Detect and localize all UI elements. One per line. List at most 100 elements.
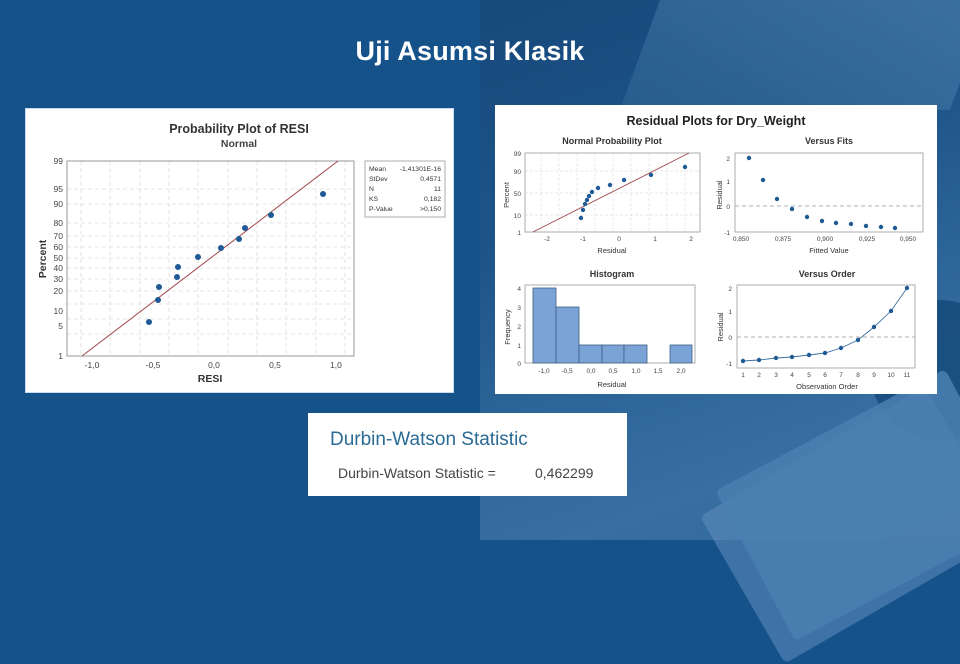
svg-text:-0,5: -0,5 xyxy=(561,368,573,375)
svg-text:99: 99 xyxy=(54,156,64,166)
svg-text:9: 9 xyxy=(872,372,876,379)
svg-text:60: 60 xyxy=(54,242,64,252)
svg-text:Versus Order: Versus Order xyxy=(799,269,856,279)
stats-values: -1,41301E-16 0,4571 11 0,182 >0,150 xyxy=(400,166,441,213)
svg-text:1: 1 xyxy=(726,179,730,186)
svg-text:7: 7 xyxy=(839,372,843,379)
durbin-watson-title: Durbin-Watson Statistic xyxy=(330,429,528,450)
svg-text:2: 2 xyxy=(728,286,732,293)
svg-text:P-Value: P-Value xyxy=(369,206,393,213)
svg-text:1: 1 xyxy=(741,372,745,379)
svg-text:Residual: Residual xyxy=(597,380,627,389)
svg-text:Residual: Residual xyxy=(715,180,724,210)
svg-text:30: 30 xyxy=(54,274,64,284)
durbin-watson-value: 0,462299 xyxy=(535,465,594,481)
x-axis-label: RESI xyxy=(198,373,223,385)
svg-text:2: 2 xyxy=(689,236,693,243)
residual-plots-panel: Residual Plots for Dry_Weight Normal Pro… xyxy=(495,105,937,394)
svg-text:99: 99 xyxy=(514,151,522,158)
svg-text:5: 5 xyxy=(807,372,811,379)
svg-text:8: 8 xyxy=(856,372,860,379)
svg-text:70: 70 xyxy=(54,231,64,241)
stats-labels: Mean StDev N KS P-Value xyxy=(369,166,393,213)
svg-text:2,0: 2,0 xyxy=(676,368,685,375)
svg-text:1: 1 xyxy=(58,351,63,361)
svg-text:4: 4 xyxy=(517,286,521,293)
svg-text:11: 11 xyxy=(434,186,441,193)
slide-title: Uji Asumsi Klasik xyxy=(355,36,585,66)
svg-text:1: 1 xyxy=(517,230,521,237)
svg-text:1,0: 1,0 xyxy=(631,368,640,375)
svg-text:0,0: 0,0 xyxy=(586,368,595,375)
probability-plot-panel: Probability Plot of RESI Normal xyxy=(25,108,454,393)
svg-text:80: 80 xyxy=(54,218,64,228)
chart-subtitle: Normal xyxy=(221,138,257,150)
svg-text:20: 20 xyxy=(54,286,64,296)
svg-text:0,925: 0,925 xyxy=(859,236,876,243)
svg-text:50: 50 xyxy=(54,253,64,263)
svg-text:-1: -1 xyxy=(580,236,586,243)
svg-text:-2: -2 xyxy=(544,236,550,243)
svg-text:2: 2 xyxy=(517,324,521,331)
svg-text:0: 0 xyxy=(728,335,732,342)
svg-text:Observation Order: Observation Order xyxy=(796,382,858,391)
svg-text:95: 95 xyxy=(54,184,64,194)
svg-text:10: 10 xyxy=(514,213,522,220)
stats-legend xyxy=(364,160,446,218)
svg-text:3: 3 xyxy=(517,305,521,312)
svg-text:6: 6 xyxy=(823,372,827,379)
x-axis-ticks: -1,0 -0,5 0,0 0,5 1,0 xyxy=(85,360,343,370)
svg-text:>0,150: >0,150 xyxy=(420,206,441,213)
svg-text:Normal Probability Plot: Normal Probability Plot xyxy=(562,136,662,146)
svg-text:Residual: Residual xyxy=(597,246,627,255)
normal-probability-plot: Normal Probability Plot 99 xyxy=(502,136,701,255)
svg-text:0: 0 xyxy=(517,361,521,368)
durbin-watson-panel: Durbin-Watson Statistic Durbin-Watson St… xyxy=(308,413,627,496)
svg-text:Frequency: Frequency xyxy=(503,309,512,345)
svg-text:StDev: StDev xyxy=(369,176,388,183)
svg-text:2: 2 xyxy=(726,156,730,163)
svg-text:0,4571: 0,4571 xyxy=(420,176,441,183)
svg-text:4: 4 xyxy=(790,372,794,379)
chart-title: Probability Plot of RESI xyxy=(169,122,309,136)
svg-text:11: 11 xyxy=(904,372,911,379)
residual-plots-chart: Residual Plots for Dry_Weight Normal Pro… xyxy=(502,114,924,391)
svg-text:0,900: 0,900 xyxy=(817,236,834,243)
svg-text:1: 1 xyxy=(728,309,732,316)
svg-text:KS: KS xyxy=(369,196,379,203)
svg-text:0,0: 0,0 xyxy=(208,360,220,370)
svg-text:-1,0: -1,0 xyxy=(85,360,100,370)
durbin-watson-label: Durbin-Watson Statistic = xyxy=(338,465,496,481)
chart-title: Residual Plots for Dry_Weight xyxy=(627,114,807,128)
svg-text:Histogram: Histogram xyxy=(590,269,635,279)
svg-text:3: 3 xyxy=(774,372,778,379)
svg-text:1: 1 xyxy=(517,343,521,350)
svg-text:Residual: Residual xyxy=(716,312,725,342)
svg-text:0,5: 0,5 xyxy=(608,368,617,375)
histogram-plot: Histogram 4 3 2 1 0 -1,0 -0,5 0,0 0,5 1,0 1,5 2… xyxy=(503,269,696,389)
svg-text:1,0: 1,0 xyxy=(330,360,342,370)
svg-text:0,5: 0,5 xyxy=(269,360,281,370)
svg-text:-1: -1 xyxy=(726,361,732,368)
svg-text:-1: -1 xyxy=(724,230,730,237)
versus-fits-plot: Versus Fits 2 1 0 -1 0,850 0,875 0,900 0,925 0… xyxy=(715,136,924,255)
svg-text:0: 0 xyxy=(726,204,730,211)
svg-text:90: 90 xyxy=(54,199,64,209)
svg-text:0: 0 xyxy=(617,236,621,243)
svg-text:1: 1 xyxy=(653,236,657,243)
svg-text:0,182: 0,182 xyxy=(424,196,441,203)
svg-text:Percent: Percent xyxy=(502,181,511,208)
svg-text:40: 40 xyxy=(54,263,64,273)
data-points xyxy=(146,191,326,325)
probability-plot-chart: Probability Plot of RESI Normal xyxy=(37,122,446,385)
svg-text:Mean: Mean xyxy=(369,166,386,173)
svg-text:0,875: 0,875 xyxy=(775,236,792,243)
svg-text:0,850: 0,850 xyxy=(733,236,750,243)
svg-text:90: 90 xyxy=(514,169,522,176)
svg-text:0,950: 0,950 xyxy=(900,236,917,243)
fit-line xyxy=(81,160,339,357)
svg-text:-1,0: -1,0 xyxy=(538,368,550,375)
y-axis-label: Percent xyxy=(37,239,49,278)
